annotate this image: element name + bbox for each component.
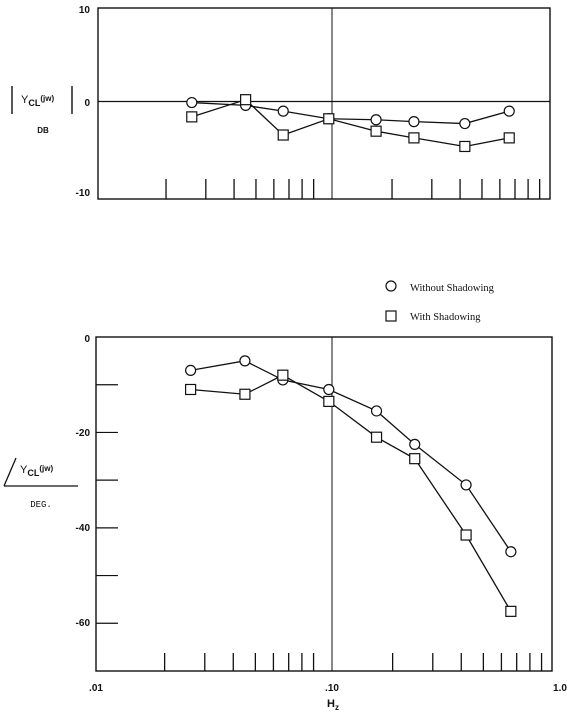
with-shadowing-point <box>409 453 421 465</box>
with-shadowing-point <box>277 129 289 141</box>
magnitude-ytick-label: 0 <box>84 98 90 109</box>
phase-ylabel-unit: DEG. <box>30 500 52 510</box>
with-shadowing-point <box>408 132 420 144</box>
legend-square-marker <box>385 310 397 322</box>
without-shadowing-point <box>185 364 197 376</box>
without-shadowing-point <box>277 105 289 117</box>
magnitude-minor-ticks <box>165 179 541 199</box>
without-shadowing-point <box>459 117 471 130</box>
magnitude-frame <box>97 7 551 200</box>
with-shadowing-point <box>323 395 335 408</box>
with-shadowing-point <box>240 94 252 106</box>
phase-xlabel: Hz <box>327 698 339 712</box>
with-shadowing-point <box>323 113 335 125</box>
without-shadowing-point <box>323 383 335 396</box>
with-shadowing-point <box>503 132 515 144</box>
without-shadowing-point <box>409 438 421 450</box>
legend-without-label: Without Shadowing <box>410 283 495 294</box>
with-shadowing-point <box>185 383 197 396</box>
phase-frame <box>95 336 553 672</box>
with-shadowing-point <box>239 388 251 400</box>
phase-xtick-label: .10 <box>325 683 339 694</box>
phase-minor-ticks <box>163 653 543 671</box>
with-shadowing-point <box>370 431 383 443</box>
with-shadowing-point <box>277 369 289 381</box>
magnitude-ylabel-text: YCL(jw) <box>21 94 54 108</box>
magnitude-ytick-label: 10 <box>79 5 91 16</box>
without-shadowing-point <box>460 479 472 491</box>
without-shadowing-point <box>408 116 420 128</box>
magnitude-ylabel-unit: DB <box>37 126 49 135</box>
with-shadowing-point <box>459 140 471 153</box>
phase-ytick-label: -60 <box>76 618 91 629</box>
phase-series <box>185 355 517 617</box>
phase-xtick-label: .01 <box>89 683 103 694</box>
phase-y-ticks <box>96 384 118 624</box>
without-shadowing-point <box>186 96 198 109</box>
legend-with-label: With Shadowing <box>410 312 481 323</box>
magnitude-plot: 10 0 -10 YCL(jw) DB <box>11 5 551 200</box>
without-shadowing-point <box>370 405 383 417</box>
with-shadowing-line <box>191 98 510 148</box>
legend-circle-marker <box>385 280 397 292</box>
phase-ytick-label: -40 <box>76 523 91 534</box>
with-shadowing-point <box>460 529 472 541</box>
magnitude-ytick-label: -10 <box>76 188 91 199</box>
without-shadowing-point <box>503 105 515 117</box>
phase-xtick-label: 1.0 <box>553 683 567 694</box>
with-shadowing-point <box>505 605 517 617</box>
magnitude-series <box>186 94 515 153</box>
without-shadowing-point <box>370 114 382 126</box>
with-shadowing-point <box>186 111 198 123</box>
magnitude-ylabel: YCL(jw) DB <box>11 86 73 135</box>
angle-symbol-slant <box>3 457 17 487</box>
phase-ylabel-text: YCL(jw) <box>20 464 53 478</box>
without-shadowing-point <box>505 546 517 558</box>
without-shadowing-line <box>190 360 512 553</box>
phase-ytick-label: -20 <box>76 428 91 439</box>
legend: Without Shadowing With Shadowing <box>385 280 495 323</box>
with-shadowing-point <box>370 125 382 137</box>
with-shadowing-line <box>190 374 512 612</box>
phase-ytick-label: 0 <box>84 334 90 345</box>
without-shadowing-point <box>239 355 251 367</box>
phase-ylabel: YCL(jw) DEG. <box>3 457 78 510</box>
phase-plot: 0 -20 -40 -60 .01 .10 1.0 Hz YCL(jw) DEG… <box>3 334 567 712</box>
